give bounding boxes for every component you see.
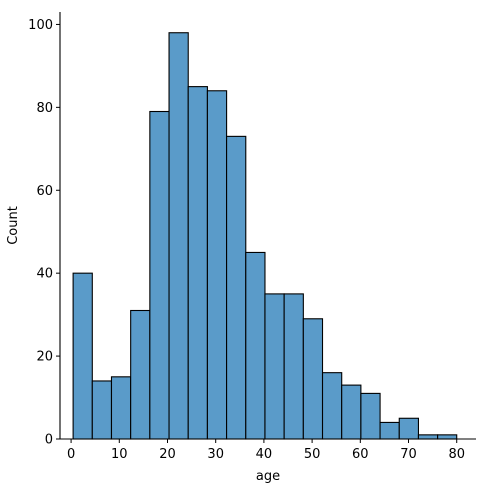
x-tick-label: 40 <box>256 447 273 462</box>
x-tick-label: 0 <box>67 447 75 462</box>
histogram-bar-10 <box>264 293 285 440</box>
histogram-bar-11 <box>283 293 304 440</box>
histogram-bars <box>72 32 458 440</box>
histogram-bar-19 <box>437 434 458 440</box>
histogram-bar-12 <box>302 318 324 440</box>
x-tick-label: 50 <box>304 447 321 462</box>
histogram-bar-4 <box>149 110 170 440</box>
y-tick-label: 80 <box>36 101 53 116</box>
histogram-bar-18 <box>417 434 439 440</box>
x-tick-label: 30 <box>207 447 224 462</box>
histogram-bar-15 <box>360 392 381 440</box>
histogram-bar-9 <box>245 251 266 440</box>
y-axis-label: Count <box>6 206 21 245</box>
x-tick-label: 80 <box>448 447 465 462</box>
histogram-bar-17 <box>398 417 420 440</box>
x-axis-ticks: 0 10 20 30 40 50 60 70 80 <box>67 439 465 462</box>
histogram-bar-7 <box>206 90 228 440</box>
x-tick-label: 60 <box>352 447 369 462</box>
x-axis-label: age <box>256 469 280 484</box>
histogram-bar-3 <box>130 309 151 440</box>
histogram-bar-13 <box>321 372 343 440</box>
y-tick-label: 20 <box>36 350 53 365</box>
y-tick-label: 0 <box>45 433 53 448</box>
x-tick-label: 10 <box>111 447 128 462</box>
histogram-bar-5 <box>168 32 189 440</box>
y-axis-ticks: 0 20 40 60 80 100 <box>28 18 60 448</box>
histogram-bar-0 <box>72 272 93 440</box>
y-tick-label: 60 <box>36 184 53 199</box>
histogram-bar-8 <box>226 135 247 440</box>
histogram-bar-14 <box>341 384 362 440</box>
histogram-bar-2 <box>110 376 132 440</box>
histogram-bar-6 <box>187 86 208 440</box>
x-tick-label: 70 <box>400 447 417 462</box>
y-tick-label: 40 <box>36 267 53 282</box>
x-tick-label: 20 <box>159 447 176 462</box>
histogram-bar-1 <box>91 380 113 440</box>
histogram-bar-16 <box>379 421 400 440</box>
y-tick-label: 100 <box>28 18 53 33</box>
